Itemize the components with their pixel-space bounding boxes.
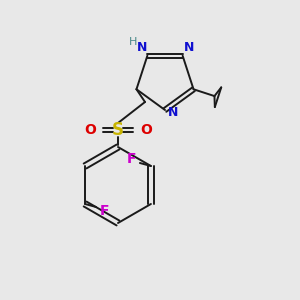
Text: N: N [137,41,148,54]
Text: S: S [112,121,124,139]
Text: O: O [140,123,152,137]
Text: H: H [129,37,138,47]
Text: N: N [168,106,178,118]
Text: N: N [183,41,194,54]
Text: F: F [127,152,137,166]
Text: F: F [99,204,109,218]
Text: O: O [84,123,96,137]
